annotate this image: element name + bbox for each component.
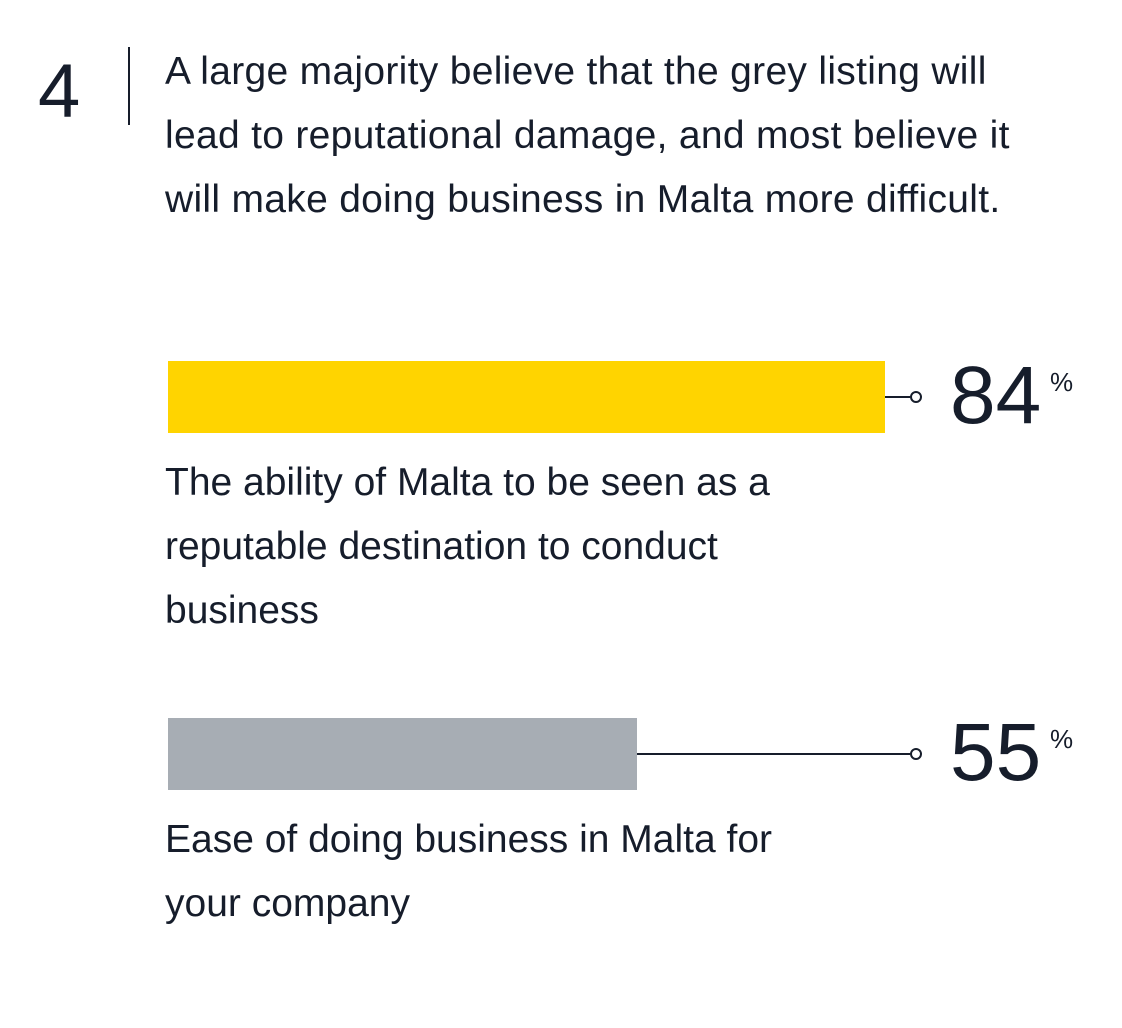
connector-line bbox=[637, 753, 910, 755]
category-label: Ease of doing business in Malta for your… bbox=[165, 818, 773, 925]
value-label: 84 bbox=[950, 350, 1042, 441]
bar-2 bbox=[168, 718, 638, 790]
value-label: 55 bbox=[950, 707, 1042, 798]
bar-1 bbox=[168, 361, 885, 433]
section-number: 4 bbox=[38, 49, 81, 134]
percent-sign: % bbox=[1050, 724, 1074, 754]
headline: A large majority believe that the grey l… bbox=[165, 50, 1010, 221]
connector-line bbox=[884, 396, 910, 398]
connector-dot bbox=[910, 748, 922, 760]
percent-sign: % bbox=[1050, 367, 1074, 397]
category-label: The ability of Malta to be seen as a rep… bbox=[165, 461, 770, 632]
divider bbox=[128, 47, 130, 125]
connector-dot bbox=[910, 391, 922, 403]
